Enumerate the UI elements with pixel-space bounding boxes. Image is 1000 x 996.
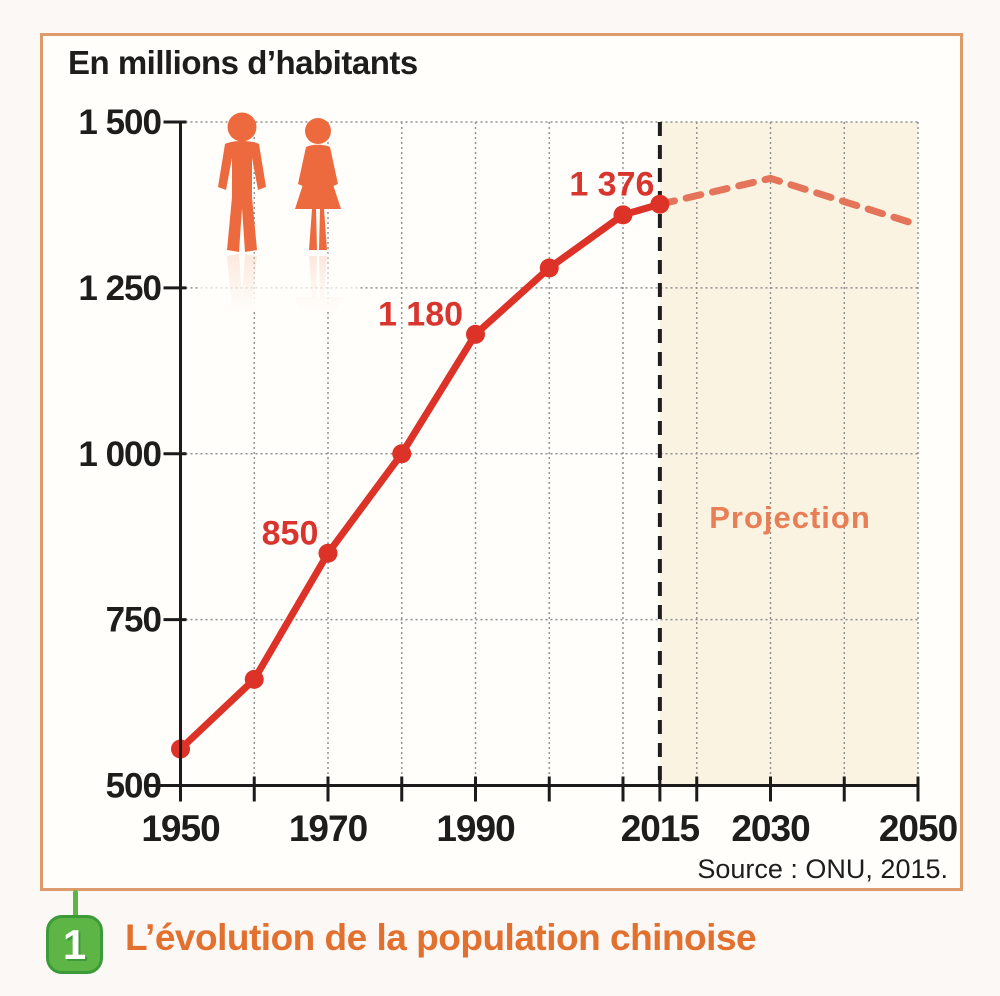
data-point [318, 543, 338, 563]
projection-label: Projection [709, 500, 871, 535]
data-point-label: 1 180 [378, 295, 463, 333]
source-text: Source : ONU, 2015. [697, 854, 948, 884]
y-tick-label: 1 000 [78, 435, 161, 474]
data-point [539, 258, 559, 278]
data-point [613, 205, 633, 225]
badge-stem-icon [73, 890, 78, 924]
x-tick-label: 2030 [731, 808, 810, 849]
series-line-solid [177, 200, 664, 753]
data-point [244, 669, 264, 689]
man-icon [218, 112, 266, 252]
data-point-label: 850 [262, 514, 319, 552]
x-tick-label: 2015 [621, 808, 700, 849]
woman-icon [295, 118, 341, 250]
x-tick-label: 1990 [436, 808, 515, 849]
x-tick-label: 1970 [289, 808, 368, 849]
figure-caption: 1 L’évolution de la population chinoise [0, 885, 1000, 996]
y-tick-label: 500 [106, 767, 162, 806]
x-tick-label: 1950 [141, 808, 220, 849]
y-tick-label: 1 500 [78, 103, 161, 142]
y-tick-label: 1 250 [78, 269, 161, 308]
projection-band [659, 122, 918, 786]
couple-icon [200, 110, 360, 394]
figure-number-badge: 1 [46, 915, 103, 974]
y-tick-label: 750 [106, 601, 162, 640]
x-tick-label: 2050 [879, 808, 958, 849]
caption-text: L’évolution de la population chinoise [125, 917, 757, 958]
series-line-dashed [656, 174, 922, 229]
figure-number: 1 [62, 920, 87, 968]
data-point-label: 1 376 [569, 165, 654, 203]
data-point [466, 324, 485, 344]
data-point [392, 444, 412, 464]
data-point [650, 194, 670, 214]
chart-title: En millions d’habitants [68, 44, 418, 81]
